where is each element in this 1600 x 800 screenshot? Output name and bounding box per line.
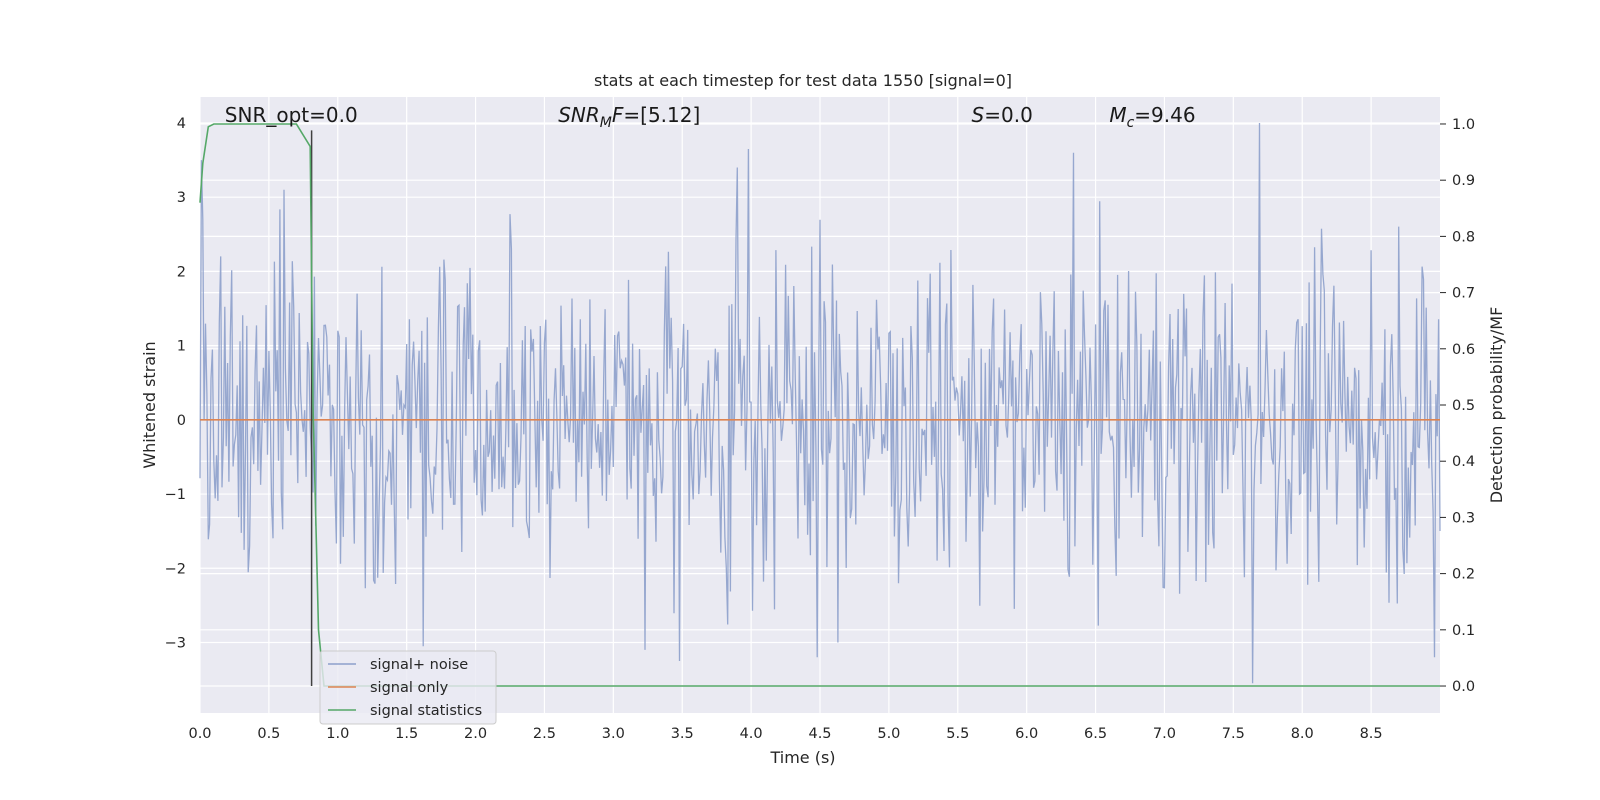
x-tick-label: 8.0 — [1291, 726, 1314, 742]
y2-tick-label: 0.6 — [1452, 342, 1475, 358]
y-tick-label: −1 — [165, 487, 186, 503]
annotation-label: Mc=9.46 — [1109, 103, 1195, 131]
y-tick-label: 3 — [177, 190, 186, 206]
y-tick-label: 4 — [177, 116, 186, 132]
x-tick-label: 4.0 — [740, 726, 763, 742]
x-tick-label: 3.5 — [671, 726, 694, 742]
x-tick-label: 8.5 — [1360, 726, 1383, 742]
x-tick-label: 6.5 — [1084, 726, 1107, 742]
y-tick-label: −3 — [165, 635, 186, 651]
y-tick-label: 2 — [177, 264, 186, 280]
line-series-layer — [199, 123, 1440, 687]
annotation-label: SNR_opt=0.0 — [225, 103, 358, 127]
y2-tick-label: 0.1 — [1452, 623, 1475, 639]
annotation-layer: SNR_opt=0.0 SNRMF=[5.12] S=0.0 Mc=9.46 — [225, 103, 1196, 131]
y2-tick-label: 0.5 — [1452, 398, 1475, 414]
y-tick-label: 0 — [177, 413, 186, 429]
legend-label-signal-only: signal only — [370, 680, 449, 696]
x-tick-label: 7.0 — [1153, 726, 1176, 742]
x-tick-label: 5.0 — [877, 726, 900, 742]
grid-layer — [199, 97, 1440, 713]
y-tick-label: 1 — [177, 339, 186, 355]
y2-tick-label: 0.4 — [1452, 454, 1475, 470]
y2-tick-label: 0.7 — [1452, 286, 1475, 302]
y2-tick-label: 0.0 — [1452, 679, 1475, 695]
chart-title: stats at each timestep for test data 155… — [594, 71, 1012, 90]
x-axis-label: Time (s) — [769, 748, 835, 767]
legend-box — [319, 650, 497, 725]
x-tick-label: 6.0 — [1015, 726, 1038, 742]
legend-label-signal-noise: signal+ noise — [370, 657, 468, 673]
y2-tick-label: 0.9 — [1452, 173, 1475, 189]
annotation-label: SNRMF=[5.12] — [558, 103, 700, 131]
annotation-label: S=0.0 — [972, 103, 1033, 127]
legend: signal+ noise signal only signal statist… — [319, 650, 497, 725]
x-tick-label: 1.5 — [395, 726, 418, 742]
tick-layer: 0.0 0.5 1.0 1.5 2.0 2.5 3.0 3.5 4.0 4.5 5.0 5.5 6.0 6… — [165, 116, 1475, 742]
legend-label-signal-statistics: signal statistics — [370, 703, 482, 719]
y2-tick-label: 1.0 — [1452, 117, 1475, 133]
series-signal-statistics — [199, 123, 1440, 687]
y2-tick-label: 0.3 — [1452, 510, 1475, 526]
x-tick-label: 2.0 — [464, 726, 487, 742]
x-tick-label: 3.0 — [602, 726, 625, 742]
x-tick-label: 5.5 — [946, 726, 969, 742]
y-tick-label: −2 — [165, 561, 186, 577]
x-tick-label: 7.5 — [1222, 726, 1245, 742]
strain-series-layer — [199, 122, 1441, 684]
x-tick-label: 2.5 — [533, 726, 556, 742]
y2-tick-label: 0.8 — [1452, 229, 1475, 245]
y-axis-label: Whitened strain — [140, 341, 159, 468]
y2-axis-label: Detection probability/MF — [1487, 307, 1506, 504]
y2-tick-label: 0.2 — [1452, 567, 1475, 583]
series-signal-noise — [199, 122, 1441, 684]
x-tick-label: 0.0 — [188, 726, 211, 742]
x-tick-label: 4.5 — [808, 726, 831, 742]
x-tick-label: 1.0 — [326, 726, 349, 742]
x-tick-label: 0.5 — [257, 726, 280, 742]
